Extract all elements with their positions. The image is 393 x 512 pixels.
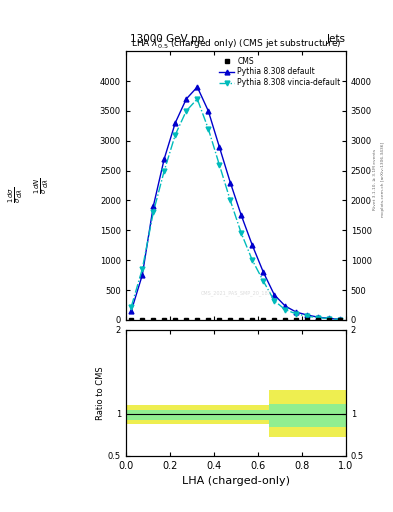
Pythia 8.308 vincia-default bbox=[184, 108, 189, 114]
CMS bbox=[228, 317, 233, 323]
Pythia 8.308 default bbox=[151, 203, 156, 209]
Pythia 8.308 default bbox=[184, 96, 189, 102]
CMS bbox=[140, 317, 145, 323]
Pythia 8.308 vincia-default bbox=[228, 198, 233, 204]
Line: Pythia 8.308 default: Pythia 8.308 default bbox=[129, 84, 343, 322]
Pythia 8.308 default bbox=[338, 316, 343, 323]
Text: mcplots.cern.ch [arXiv:1306.3436]: mcplots.cern.ch [arXiv:1306.3436] bbox=[381, 142, 385, 217]
Pythia 8.308 default bbox=[261, 269, 266, 275]
Pythia 8.308 default bbox=[327, 315, 332, 322]
Pythia 8.308 default bbox=[239, 212, 244, 219]
CMS bbox=[272, 317, 277, 323]
Line: Pythia 8.308 vincia-default: Pythia 8.308 vincia-default bbox=[129, 97, 343, 322]
CMS bbox=[162, 317, 167, 323]
CMS bbox=[338, 317, 343, 323]
Pythia 8.308 vincia-default bbox=[195, 96, 200, 102]
Pythia 8.308 vincia-default bbox=[151, 209, 156, 216]
Pythia 8.308 default bbox=[162, 156, 167, 162]
CMS bbox=[294, 317, 299, 323]
CMS bbox=[129, 317, 134, 323]
Pythia 8.308 default bbox=[272, 292, 277, 298]
Pythia 8.308 default bbox=[294, 309, 299, 315]
Pythia 8.308 default bbox=[173, 120, 178, 126]
Pythia 8.308 vincia-default bbox=[140, 266, 145, 272]
CMS bbox=[316, 317, 321, 323]
Pythia 8.308 default bbox=[228, 180, 233, 186]
Legend: CMS, Pythia 8.308 default, Pythia 8.308 vincia-default: CMS, Pythia 8.308 default, Pythia 8.308 … bbox=[217, 55, 342, 89]
CMS bbox=[217, 317, 222, 323]
Pythia 8.308 default bbox=[129, 308, 134, 314]
Pythia 8.308 vincia-default bbox=[261, 278, 266, 284]
Pythia 8.308 default bbox=[305, 312, 310, 318]
Pythia 8.308 vincia-default bbox=[129, 304, 134, 310]
Text: $\frac{1}{\sigma}\frac{dN}{d\lambda}$: $\frac{1}{\sigma}\frac{dN}{d\lambda}$ bbox=[33, 177, 51, 194]
Pythia 8.308 vincia-default bbox=[272, 297, 277, 304]
Pythia 8.308 vincia-default bbox=[294, 311, 299, 317]
CMS bbox=[283, 317, 288, 323]
Pythia 8.308 vincia-default bbox=[283, 307, 288, 313]
Pythia 8.308 vincia-default bbox=[327, 315, 332, 322]
Text: 13000 GeV pp: 13000 GeV pp bbox=[130, 33, 204, 44]
Title: LHA $\lambda^{1}_{0.5}$ (charged only) (CMS jet substructure): LHA $\lambda^{1}_{0.5}$ (charged only) (… bbox=[130, 36, 341, 51]
Pythia 8.308 vincia-default bbox=[305, 313, 310, 319]
CMS bbox=[195, 317, 200, 323]
CMS bbox=[261, 317, 266, 323]
Pythia 8.308 vincia-default bbox=[162, 167, 167, 174]
Pythia 8.308 vincia-default bbox=[217, 162, 222, 168]
Pythia 8.308 vincia-default bbox=[239, 230, 244, 237]
CMS bbox=[305, 317, 310, 323]
Pythia 8.308 default bbox=[283, 303, 288, 309]
Pythia 8.308 default bbox=[140, 272, 145, 278]
Line: CMS: CMS bbox=[129, 317, 342, 322]
CMS bbox=[173, 317, 178, 323]
Pythia 8.308 default bbox=[195, 84, 200, 90]
Text: $\frac{1}{\sigma}\frac{d\sigma}{d\lambda}$: $\frac{1}{\sigma}\frac{d\sigma}{d\lambda… bbox=[7, 186, 25, 203]
CMS bbox=[206, 317, 211, 323]
Pythia 8.308 default bbox=[316, 314, 321, 321]
Pythia 8.308 default bbox=[206, 108, 211, 114]
Y-axis label: Ratio to CMS: Ratio to CMS bbox=[96, 366, 105, 419]
Pythia 8.308 vincia-default bbox=[206, 126, 211, 132]
Text: CMS_2021_PAS_SMP_20_187: CMS_2021_PAS_SMP_20_187 bbox=[200, 290, 271, 296]
CMS bbox=[184, 317, 189, 323]
Text: Jets: Jets bbox=[327, 33, 346, 44]
Pythia 8.308 vincia-default bbox=[173, 132, 178, 138]
CMS bbox=[250, 317, 255, 323]
Pythia 8.308 default bbox=[250, 242, 255, 248]
Pythia 8.308 vincia-default bbox=[250, 257, 255, 263]
X-axis label: LHA (charged-only): LHA (charged-only) bbox=[182, 476, 290, 486]
CMS bbox=[151, 317, 156, 323]
Pythia 8.308 vincia-default bbox=[316, 314, 321, 321]
Pythia 8.308 vincia-default bbox=[338, 316, 343, 323]
Text: Rivet 3.1.10, ≥ 3.1M events: Rivet 3.1.10, ≥ 3.1M events bbox=[373, 148, 377, 210]
CMS bbox=[327, 317, 332, 323]
Pythia 8.308 default bbox=[217, 144, 222, 150]
CMS bbox=[239, 317, 244, 323]
